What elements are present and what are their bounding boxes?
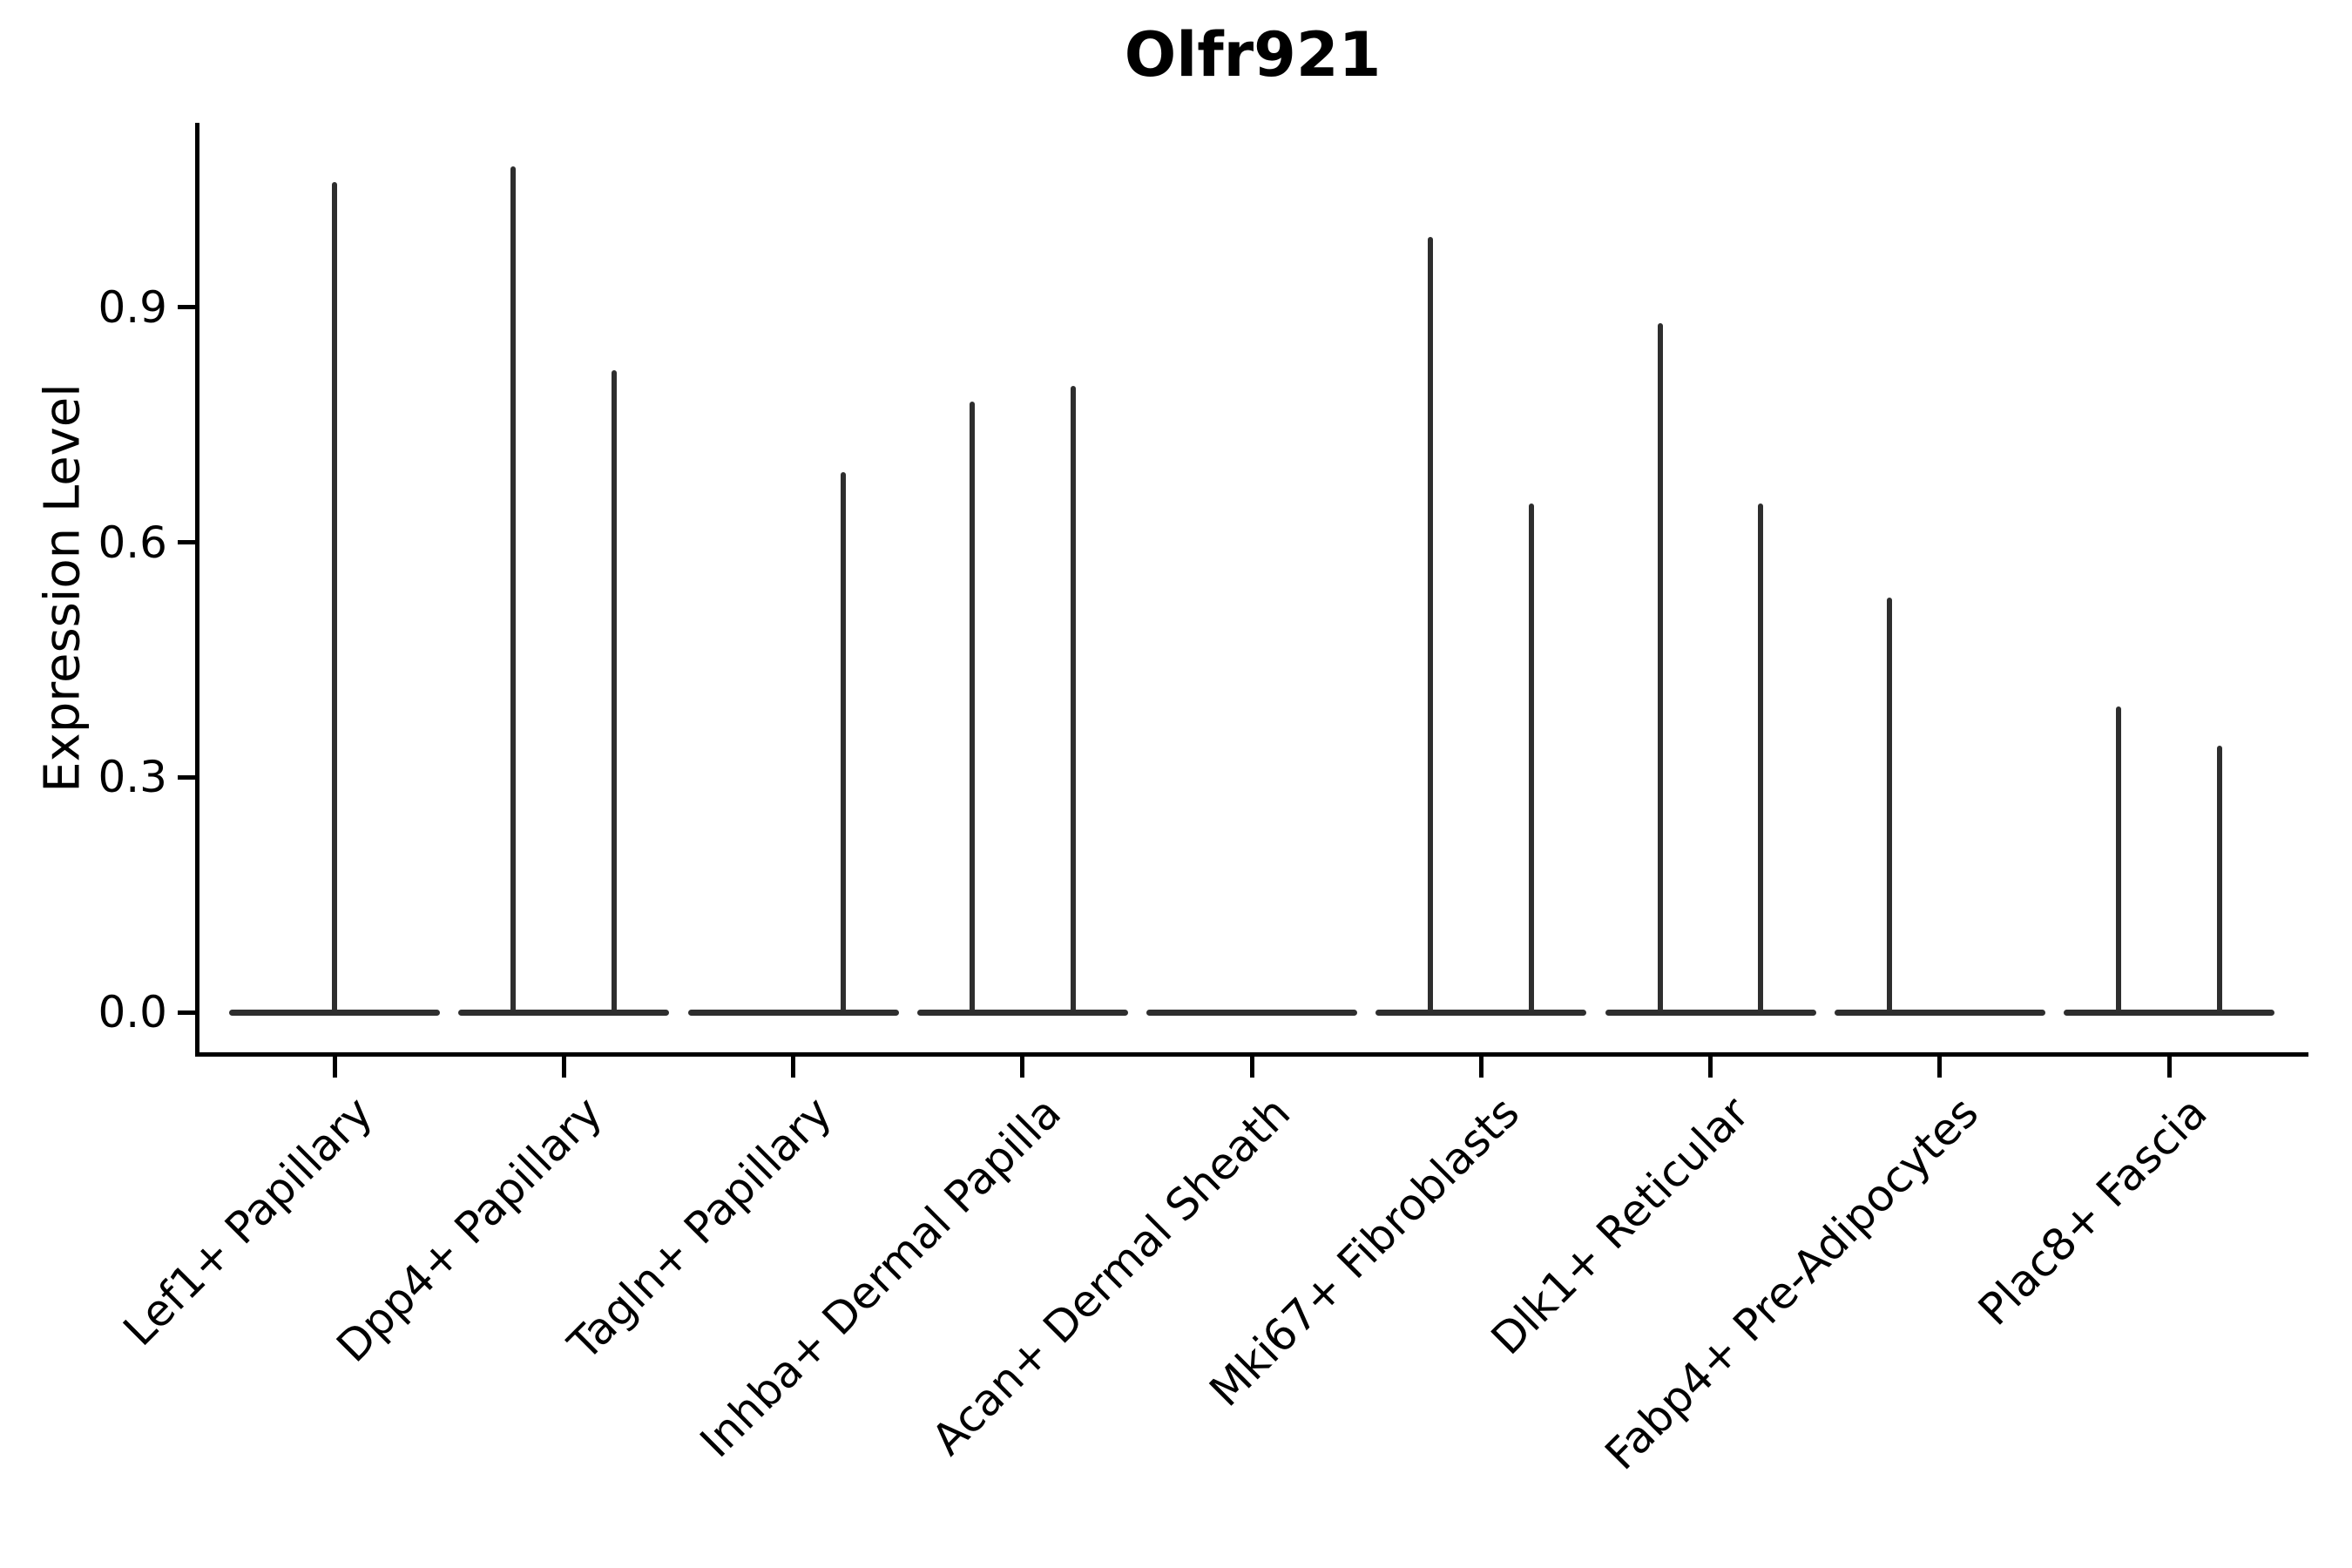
x-tick-mark [1249, 1057, 1254, 1078]
x-axis-spine [195, 1052, 2308, 1057]
x-tick-mark [332, 1057, 337, 1078]
x-tick-mark [2166, 1057, 2172, 1078]
violin-spike [332, 182, 337, 1016]
y-tick-label: 0.0 [98, 987, 167, 1037]
x-tick-mark [561, 1057, 566, 1078]
violin-baseline [2064, 1009, 2274, 1016]
violin-spike [969, 401, 975, 1016]
violin-spike [2116, 706, 2122, 1016]
violin-spike [1758, 503, 1764, 1016]
x-tick-label: Fabp4+ Pre-Adipocytes [1595, 1087, 1988, 1480]
y-tick-label: 0.3 [98, 752, 167, 803]
violin-spike [1428, 236, 1434, 1016]
violin-spike [612, 369, 618, 1016]
violin-spike [1070, 385, 1076, 1016]
chart-title: Olfr921 [1124, 19, 1382, 91]
x-tick-mark [791, 1057, 795, 1078]
y-tick-label: 0.9 [98, 281, 167, 333]
y-tick-mark [178, 774, 197, 780]
violin-baseline [1605, 1009, 1816, 1016]
violin-spike [1657, 322, 1663, 1016]
y-tick-mark [178, 1010, 197, 1015]
violin-baseline [916, 1009, 1128, 1016]
violin-baseline [1834, 1009, 2045, 1016]
violin-baseline [458, 1009, 670, 1016]
violin-spike [841, 471, 847, 1016]
violin-spike [1529, 503, 1535, 1016]
violin-spike [510, 166, 517, 1016]
violin-baseline [687, 1009, 899, 1016]
x-tick-mark [1478, 1057, 1484, 1078]
x-tick-mark [1708, 1057, 1713, 1078]
y-axis-spine [195, 123, 199, 1057]
x-tick-label: Plac8+ Fascia [1969, 1087, 2218, 1335]
violin-spike [2216, 746, 2222, 1016]
x-tick-mark [1937, 1057, 1943, 1078]
y-tick-mark [178, 305, 197, 310]
violin-baseline [1146, 1009, 1357, 1016]
violin-baseline [1375, 1009, 1587, 1016]
y-tick-label: 0.6 [98, 517, 167, 568]
y-tick-mark [178, 540, 197, 545]
y-axis-label: Expression Level [34, 383, 91, 793]
x-tick-label: Lef1+ Papillary [113, 1087, 383, 1356]
x-tick-mark [1020, 1057, 1025, 1078]
violin-spike [1886, 597, 1892, 1016]
